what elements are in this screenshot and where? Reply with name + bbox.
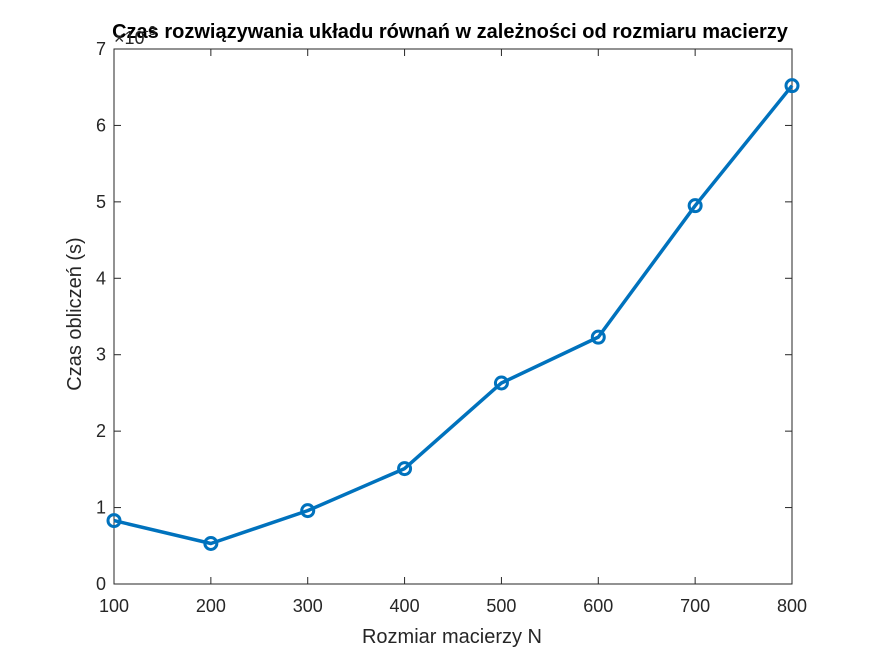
data-point — [784, 78, 800, 94]
data-point — [687, 198, 703, 214]
data-point — [106, 513, 122, 529]
data-point — [203, 535, 219, 551]
y-tick-label: 2 — [96, 421, 106, 441]
y-multiplier-exponent: -3 — [145, 23, 157, 38]
y-axis-multiplier: ×10-3 — [114, 23, 156, 48]
data-point — [590, 329, 606, 345]
data-point — [493, 375, 509, 391]
x-axis-label: Rozmiar macierzy N — [362, 626, 542, 648]
series-line — [113, 84, 794, 546]
x-tick-label: 100 — [99, 596, 129, 616]
x-tick-label: 500 — [486, 596, 516, 616]
data-point — [300, 503, 316, 519]
x-tick-label: 400 — [390, 596, 420, 616]
y-tick-label: 5 — [96, 192, 106, 212]
series-markers — [106, 78, 800, 551]
x-tick-label: 600 — [583, 596, 613, 616]
y-tick-label: 3 — [96, 345, 106, 365]
x-tick-label: 700 — [680, 596, 710, 616]
y-tick-label: 6 — [96, 115, 106, 135]
y-tick-label: 1 — [96, 498, 106, 518]
x-tick-label: 800 — [777, 596, 807, 616]
chart-title: Czas rozwiązywania układu równań w zależ… — [112, 21, 789, 43]
x-tick-label: 300 — [293, 596, 323, 616]
y-multiplier-base: ×10 — [114, 28, 145, 48]
data-point — [397, 461, 413, 477]
y-tick-label: 0 — [96, 574, 106, 594]
axis-tick-labels: 100 200 300 400 500 600 700 800 0 1 2 3 4 5 6 7 — [96, 39, 807, 616]
y-axis-label: Czas obliczeń (s) — [64, 237, 86, 390]
axis-ticks — [113, 48, 793, 585]
x-tick-label: 200 — [196, 596, 226, 616]
plot-area — [113, 48, 793, 585]
y-tick-label: 4 — [96, 268, 106, 288]
y-tick-label: 7 — [96, 39, 106, 59]
